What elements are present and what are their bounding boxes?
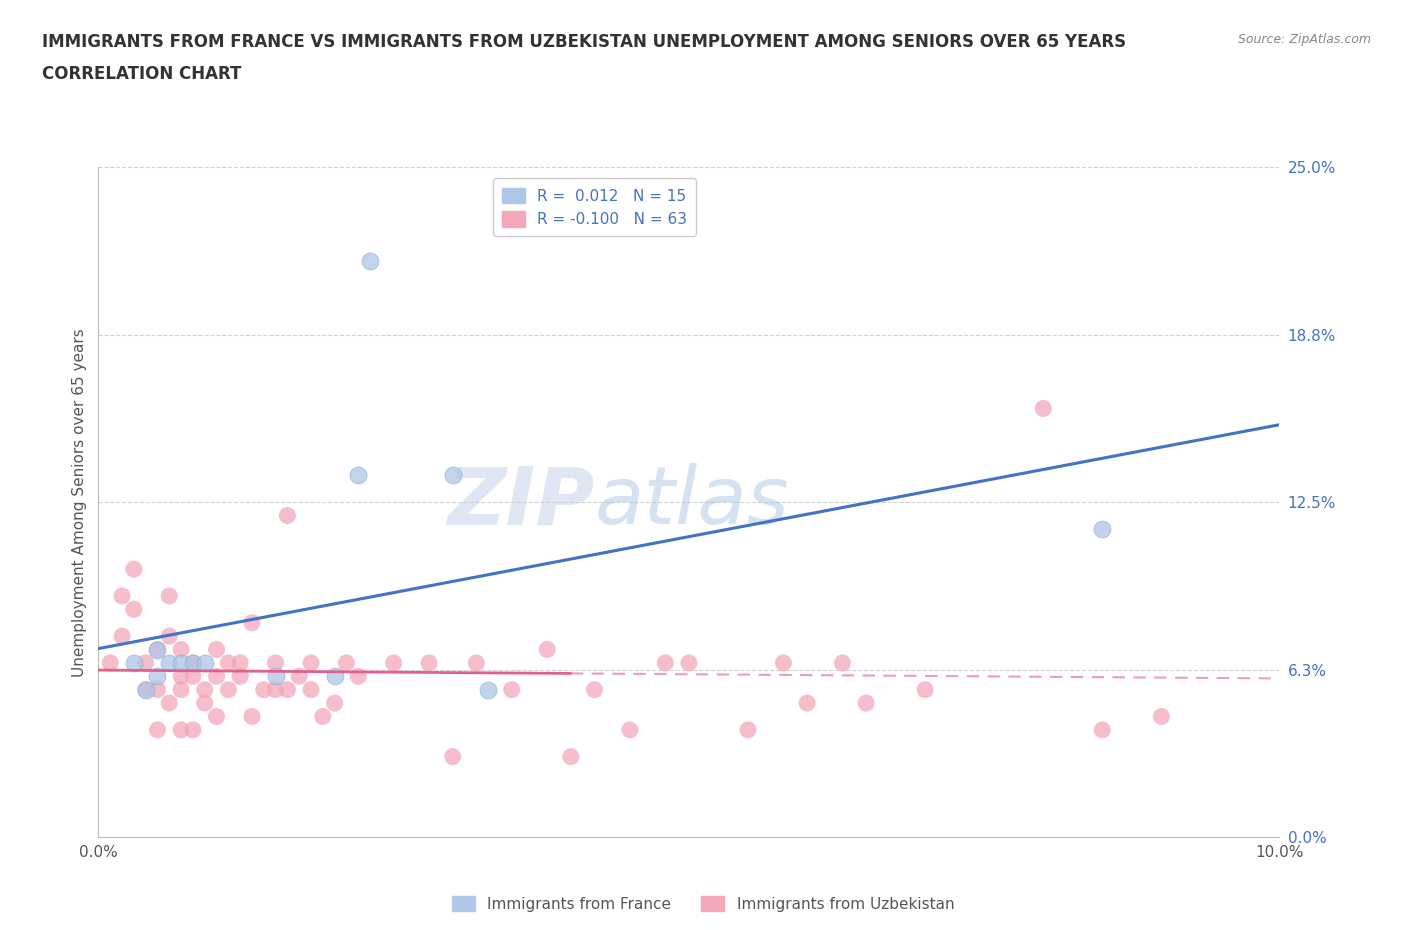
- Point: [135, 683, 157, 698]
- Point: [205, 642, 228, 657]
- Point: [1091, 522, 1114, 537]
- Point: [312, 709, 335, 724]
- Point: [288, 669, 311, 684]
- Point: [170, 642, 193, 657]
- Point: [229, 656, 252, 671]
- Point: [205, 709, 228, 724]
- Point: [264, 683, 287, 698]
- Y-axis label: Unemployment Among Seniors over 65 years: Unemployment Among Seniors over 65 years: [72, 328, 87, 677]
- Point: [122, 656, 145, 671]
- Point: [678, 656, 700, 671]
- Point: [1091, 723, 1114, 737]
- Point: [831, 656, 853, 671]
- Point: [146, 669, 169, 684]
- Point: [194, 656, 217, 671]
- Point: [146, 683, 169, 698]
- Point: [181, 656, 204, 671]
- Point: [170, 656, 193, 671]
- Point: [170, 683, 193, 698]
- Point: [654, 656, 676, 671]
- Point: [1150, 709, 1173, 724]
- Point: [441, 750, 464, 764]
- Text: CORRELATION CHART: CORRELATION CHART: [42, 65, 242, 83]
- Point: [560, 750, 582, 764]
- Legend: Immigrants from France, Immigrants from Uzbekistan: Immigrants from France, Immigrants from …: [446, 889, 960, 918]
- Point: [122, 562, 145, 577]
- Point: [181, 656, 204, 671]
- Point: [914, 683, 936, 698]
- Point: [264, 656, 287, 671]
- Point: [772, 656, 794, 671]
- Point: [217, 683, 239, 698]
- Point: [217, 656, 239, 671]
- Point: [441, 468, 464, 483]
- Point: [157, 589, 180, 604]
- Point: [181, 669, 204, 684]
- Point: [583, 683, 606, 698]
- Point: [382, 656, 405, 671]
- Text: IMMIGRANTS FROM FRANCE VS IMMIGRANTS FROM UZBEKISTAN UNEMPLOYMENT AMONG SENIORS : IMMIGRANTS FROM FRANCE VS IMMIGRANTS FRO…: [42, 33, 1126, 50]
- Point: [335, 656, 357, 671]
- Point: [619, 723, 641, 737]
- Point: [501, 683, 523, 698]
- Point: [359, 254, 381, 269]
- Point: [194, 696, 217, 711]
- Point: [229, 669, 252, 684]
- Text: atlas: atlas: [595, 463, 789, 541]
- Point: [135, 656, 157, 671]
- Point: [323, 696, 346, 711]
- Point: [122, 602, 145, 617]
- Point: [323, 669, 346, 684]
- Point: [299, 683, 322, 698]
- Point: [135, 683, 157, 698]
- Point: [157, 656, 180, 671]
- Point: [299, 656, 322, 671]
- Point: [146, 642, 169, 657]
- Point: [418, 656, 440, 671]
- Point: [240, 709, 263, 724]
- Point: [465, 656, 488, 671]
- Point: [536, 642, 558, 657]
- Point: [157, 629, 180, 644]
- Point: [170, 723, 193, 737]
- Point: [98, 656, 121, 671]
- Point: [240, 616, 263, 631]
- Point: [855, 696, 877, 711]
- Point: [194, 683, 217, 698]
- Point: [1032, 401, 1054, 416]
- Text: ZIP: ZIP: [447, 463, 595, 541]
- Point: [146, 723, 169, 737]
- Point: [253, 683, 276, 698]
- Point: [796, 696, 818, 711]
- Legend: R =  0.012   N = 15, R = -0.100   N = 63: R = 0.012 N = 15, R = -0.100 N = 63: [492, 179, 696, 236]
- Point: [477, 683, 499, 698]
- Point: [737, 723, 759, 737]
- Point: [111, 629, 134, 644]
- Point: [276, 508, 298, 523]
- Point: [264, 669, 287, 684]
- Point: [347, 468, 370, 483]
- Point: [181, 723, 204, 737]
- Point: [157, 696, 180, 711]
- Point: [111, 589, 134, 604]
- Point: [205, 669, 228, 684]
- Point: [146, 642, 169, 657]
- Point: [276, 683, 298, 698]
- Point: [170, 669, 193, 684]
- Text: Source: ZipAtlas.com: Source: ZipAtlas.com: [1237, 33, 1371, 46]
- Point: [347, 669, 370, 684]
